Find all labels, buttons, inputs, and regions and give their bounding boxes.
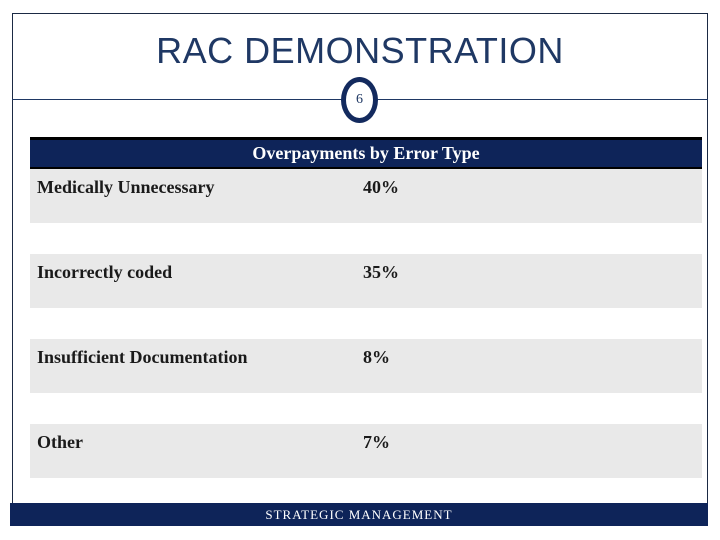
row-label: Other <box>37 432 83 452</box>
overpayments-table: Overpayments by Error Type Medically Unn… <box>30 137 702 512</box>
row-label: Medically Unnecessary <box>37 177 215 197</box>
page-number-badge: 6 <box>341 77 378 123</box>
table-row: Insufficient Documentation 8% <box>30 339 702 393</box>
footer-text: STRATEGIC MANAGEMENT <box>265 507 453 522</box>
row-label: Insufficient Documentation <box>37 347 248 367</box>
page-number: 6 <box>356 92 363 107</box>
table-header: Overpayments by Error Type <box>30 137 702 169</box>
footer-bar: STRATEGIC MANAGEMENT <box>10 503 708 526</box>
table-row: Incorrectly coded 35% <box>30 254 702 308</box>
row-label: Incorrectly coded <box>37 262 173 282</box>
table-row: Medically Unnecessary 40% <box>30 169 702 223</box>
row-value: 7% <box>363 432 390 452</box>
row-value: 35% <box>363 262 399 282</box>
table-row: Other 7% <box>30 424 702 478</box>
row-value: 40% <box>363 177 399 197</box>
row-value: 8% <box>363 347 390 367</box>
slide-title: RAC DEMONSTRATION <box>156 30 564 71</box>
